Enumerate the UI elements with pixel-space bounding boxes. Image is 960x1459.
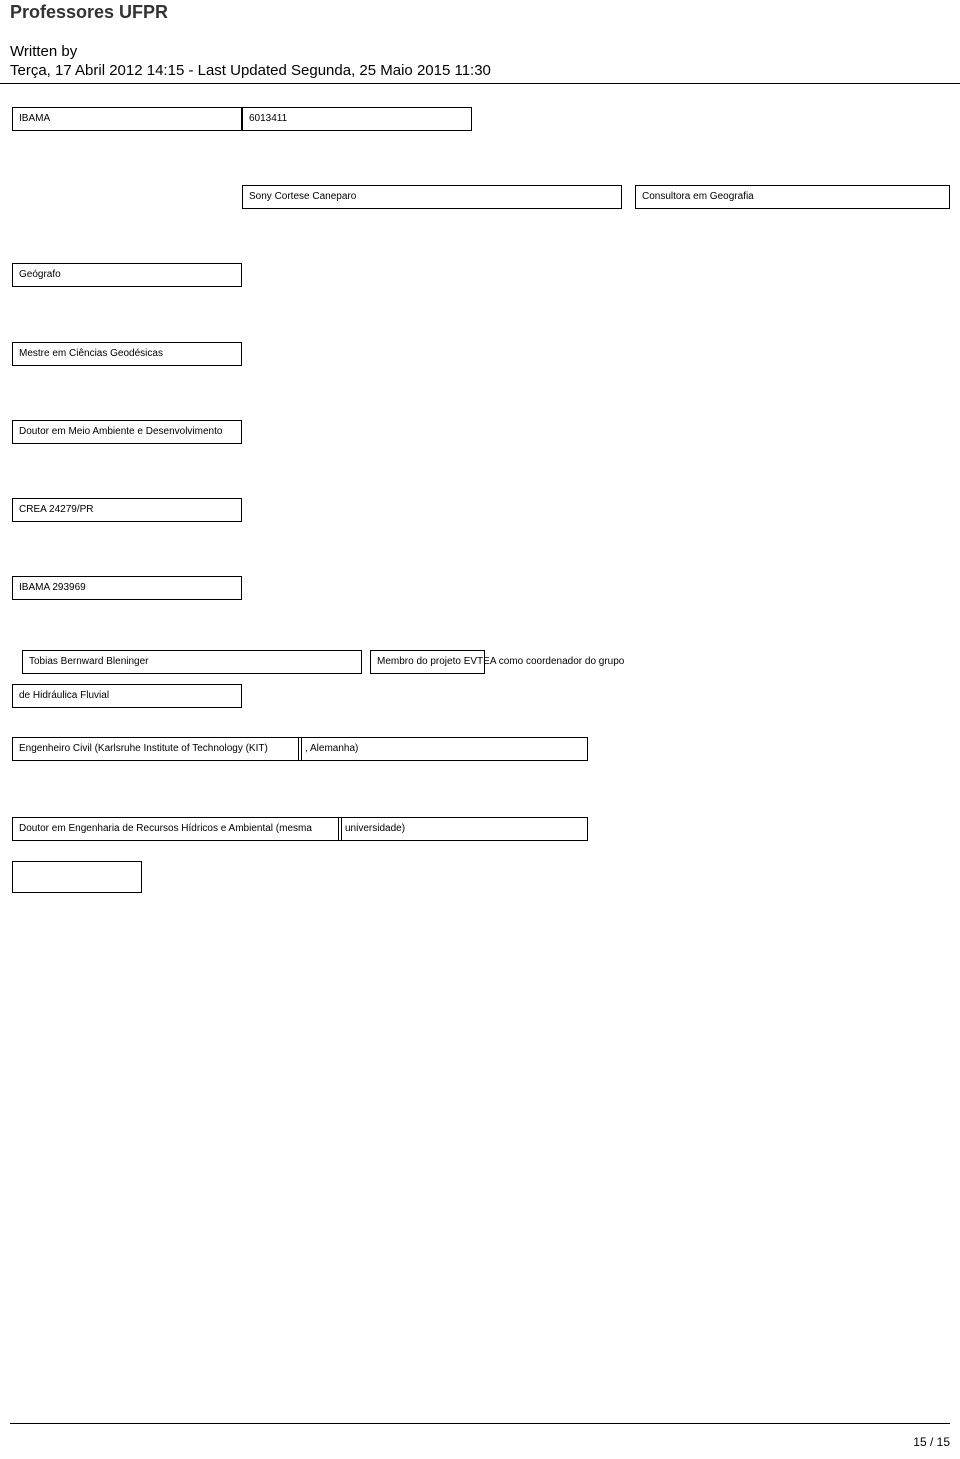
cell-12: Engenheiro Civil (Karlsruhe Institute of… [12,737,302,761]
footer-line [10,1423,950,1424]
page-number: 15 / 15 [913,1435,950,1449]
cell-10: Membro do projeto EVTEA como coordenador… [370,650,485,674]
cell-7: CREA 24279/PR [12,498,242,522]
cell-2: Sony Cortese Caneparo [242,185,622,209]
cell-8: IBAMA 293969 [12,576,242,600]
dateline: Terça, 17 Abril 2012 14:15 - Last Update… [0,60,960,84]
cell-14: Doutor em Engenharia de Recursos Hídrico… [12,817,342,841]
cell-4: Geógrafo [12,263,242,287]
cell-16 [12,861,142,893]
cell-5: Mestre em Ciências Geodésicas [12,342,242,366]
cell-13: , Alemanha) [298,737,588,761]
cell-1: 6013411 [242,107,472,131]
page-title: Professores UFPR [0,0,960,27]
cell-0: IBAMA [12,107,242,131]
cell-3: Consultora em Geografia [635,185,950,209]
cell-11: de Hidráulica Fluvial [12,684,242,708]
cell-9: Tobias Bernward Bleninger [22,650,362,674]
byline: Written by [0,27,960,60]
cell-15: universidade) [338,817,588,841]
cell-6: Doutor em Meio Ambiente e Desenvolviment… [12,420,242,444]
